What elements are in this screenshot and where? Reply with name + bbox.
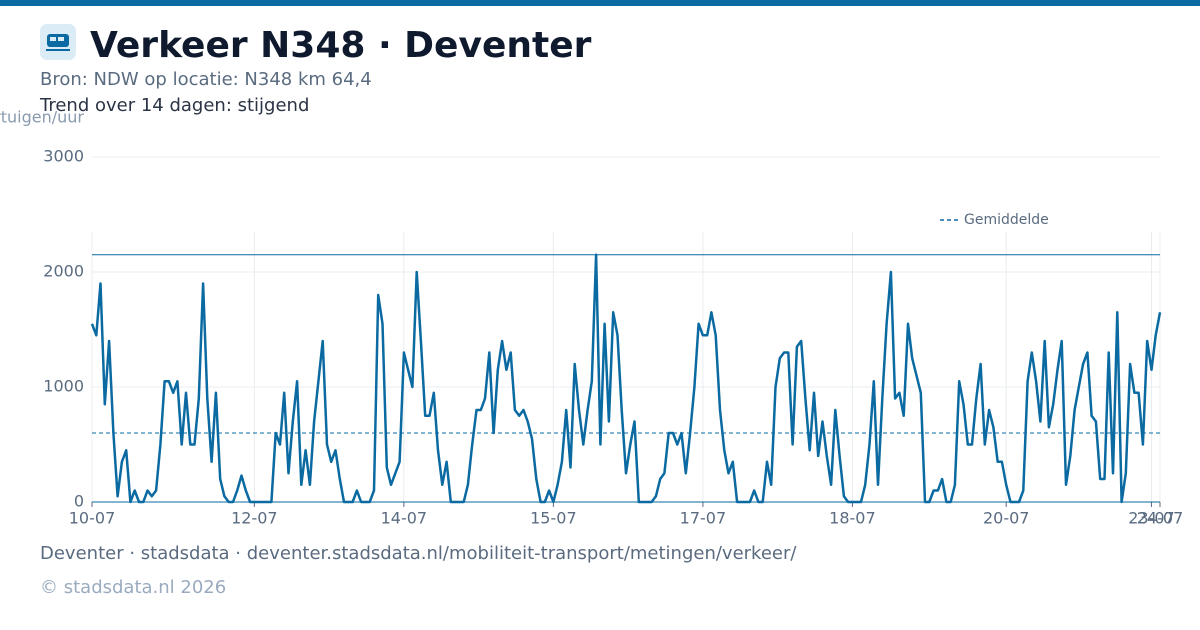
x-tick-label: 24-07 (1137, 509, 1184, 528)
legend-label: Gemiddelde (964, 212, 1049, 228)
top-bar (0, 0, 1200, 6)
line-series (90, 253, 1162, 504)
icon (40, 24, 76, 60)
y-tick-label: 2000 (43, 262, 84, 281)
subtitle: Bron: NDW op locatie: N348 km 64,4 (40, 69, 372, 90)
x-tick-label: 12-07 (231, 509, 278, 528)
trend: Trend over 14 dagen: stijgend (39, 95, 309, 116)
chart-title: Verkeer N348 · Deventer (90, 25, 592, 66)
x-tick-label: 18-07 (829, 509, 876, 528)
x-tick-label: 20-07 (983, 509, 1030, 528)
x-tick-label: 10-07 (69, 509, 116, 528)
y-tick-label: 0 (74, 492, 84, 511)
copyright: © stadsdata.nl 2026 (40, 577, 226, 598)
x-tick-label: 15-07 (530, 509, 577, 528)
x-tick-label: 14-07 (381, 509, 428, 528)
y-tick-label: 1000 (43, 377, 84, 396)
footer: Deventer · stadsdata · deventer.stadsdat… (40, 543, 797, 564)
y-axis-label: voertuigen/uur (0, 108, 84, 127)
x-tick-label: 23-07 (1128, 509, 1175, 528)
y-tick-label: 3000 (43, 147, 84, 166)
x-tick-label: 17-07 (680, 509, 727, 528)
